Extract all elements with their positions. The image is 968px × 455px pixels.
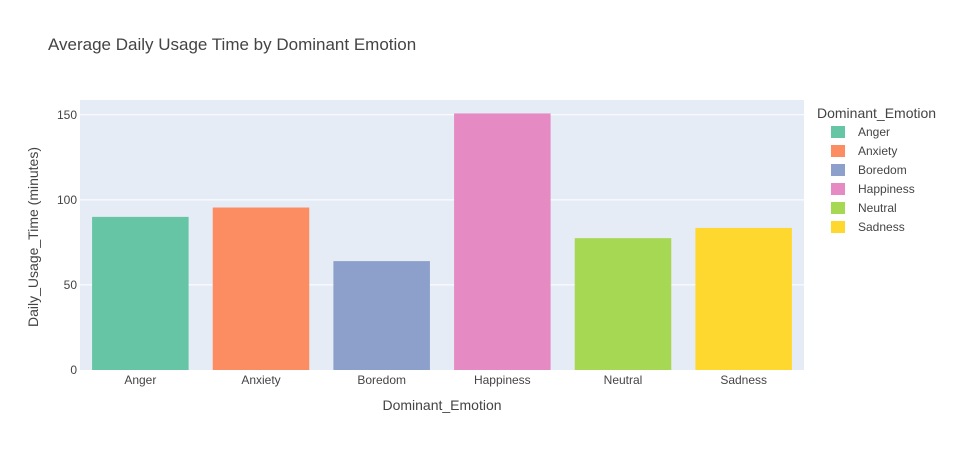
legend-item-label[interactable]: Boredom — [858, 163, 907, 177]
legend-item-label[interactable]: Happiness — [858, 182, 915, 196]
legend: Dominant_Emotion Anger Anxiety Boredom Happ… — [817, 105, 936, 234]
y-axis-label: Daily_Usage_Time (minutes) — [25, 147, 41, 327]
bar-sadness[interactable] — [695, 227, 792, 370]
x-tick-label: Neutral — [604, 373, 643, 387]
x-tick-label: Anxiety — [241, 373, 280, 387]
legend-swatch[interactable] — [831, 145, 845, 157]
y-tick-label: 100 — [57, 193, 77, 207]
gridlines — [80, 114, 804, 286]
x-axis-label: Dominant_Emotion — [382, 397, 501, 413]
y-tick-labels: 0 50 100 150 — [57, 108, 77, 377]
bar-happiness[interactable] — [454, 113, 551, 370]
x-tick-label: Anger — [124, 373, 156, 387]
y-tick-label: 0 — [70, 363, 77, 377]
x-tick-label: Boredom — [357, 373, 406, 387]
x-tick-label: Happiness — [474, 373, 531, 387]
y-tick-label: 50 — [64, 278, 78, 292]
legend-swatch[interactable] — [831, 126, 845, 138]
x-tick-labels: Anger Anxiety Boredom Happiness Neutral Sadne… — [124, 373, 767, 387]
legend-item-label[interactable]: Anxiety — [858, 144, 897, 158]
legend-item-label[interactable]: Neutral — [858, 201, 897, 215]
y-tick-label: 150 — [57, 108, 77, 122]
bar-boredom[interactable] — [333, 261, 430, 370]
bar-neutral[interactable] — [574, 238, 672, 370]
plot-background — [80, 100, 804, 370]
legend-item-label[interactable]: Anger — [858, 125, 890, 139]
chart-title: Average Daily Usage Time by Dominant Emo… — [48, 35, 416, 54]
legend-swatch[interactable] — [831, 202, 845, 214]
legend-swatch[interactable] — [831, 183, 845, 195]
bar-anger[interactable] — [92, 216, 189, 370]
legend-item-label[interactable]: Sadness — [858, 220, 905, 234]
bars — [92, 113, 792, 370]
legend-swatch[interactable] — [831, 221, 845, 233]
x-tick-label: Sadness — [720, 373, 767, 387]
bar-anxiety[interactable] — [212, 207, 310, 370]
legend-swatch[interactable] — [831, 164, 845, 176]
legend-title: Dominant_Emotion — [817, 105, 936, 121]
